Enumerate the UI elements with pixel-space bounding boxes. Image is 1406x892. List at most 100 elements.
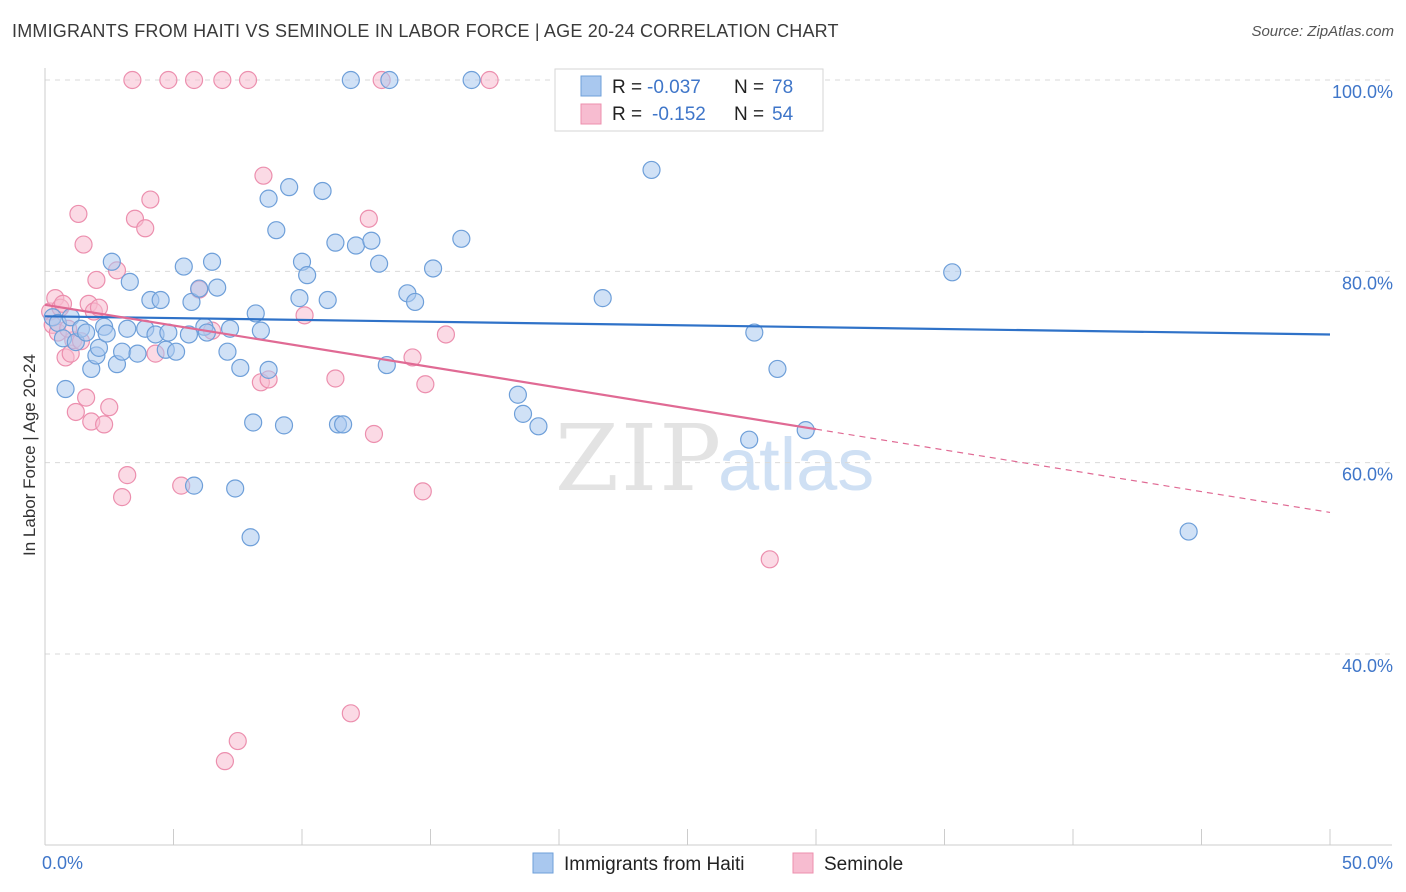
source-label: Source: ZipAtlas.com xyxy=(1251,23,1394,40)
haiti-point xyxy=(267,221,286,240)
seminole-point xyxy=(159,70,178,90)
haiti-point xyxy=(112,342,132,361)
haiti-point xyxy=(370,254,389,273)
haiti-point xyxy=(318,290,337,310)
haiti-point xyxy=(462,70,481,90)
legend-n-value-haiti: 78 xyxy=(772,77,793,98)
seminole-point xyxy=(326,369,345,388)
haiti-point xyxy=(174,257,193,276)
haiti-point xyxy=(513,404,533,423)
legend-r-value-haiti: -0.037 xyxy=(647,77,701,98)
legend-swatch-seminole xyxy=(580,103,602,125)
bottom-legend-swatch-seminole xyxy=(792,852,814,874)
legend-n-label-seminole: N = xyxy=(734,104,764,125)
y-tick-label: 80.0% xyxy=(1342,273,1393,293)
seminole-point xyxy=(215,752,234,771)
seminole-point xyxy=(123,70,142,90)
haiti-point xyxy=(151,290,170,310)
y-tick-label: 40.0% xyxy=(1342,656,1393,676)
haiti-point xyxy=(259,189,278,208)
haiti-point xyxy=(290,289,309,308)
haiti-point xyxy=(244,413,263,432)
haiti-point xyxy=(218,342,237,361)
haiti-point xyxy=(326,233,345,252)
haiti-point xyxy=(313,181,332,201)
watermark-zip: ZIP xyxy=(555,405,723,512)
haiti-point xyxy=(89,338,109,357)
haiti-point xyxy=(190,279,209,298)
haiti-point xyxy=(280,178,299,197)
haiti-trend-line xyxy=(44,315,1331,336)
haiti-point xyxy=(208,278,227,297)
series-legend: Immigrants from Haiti Seminole xyxy=(532,852,903,875)
bottom-legend-label-haiti: Immigrants from Haiti xyxy=(564,854,745,875)
seminole-point xyxy=(228,731,247,751)
haiti-point xyxy=(642,160,661,180)
bottom-legend-label-seminole: Seminole xyxy=(824,854,903,875)
haiti-point xyxy=(768,359,787,379)
haiti-point xyxy=(251,321,270,340)
x-tick-label-max: 50.0% xyxy=(1342,853,1393,873)
haiti-point xyxy=(202,252,222,271)
seminole-point xyxy=(416,375,435,394)
haiti-point xyxy=(184,476,204,495)
y-tick-label: 100.0% xyxy=(1332,82,1393,102)
bottom-legend-swatch-haiti xyxy=(532,852,554,874)
axes xyxy=(44,68,1392,846)
seminole-point xyxy=(69,204,88,224)
seminole-point xyxy=(112,488,132,507)
seminole-point xyxy=(480,70,499,90)
haiti-point xyxy=(796,421,815,440)
stats-legend: R = -0.037 N = 78 R = -0.152 N = 54 xyxy=(554,68,824,132)
chart-title: IMMIGRANTS FROM HAITI VS SEMINOLE IN LAB… xyxy=(12,21,839,41)
haiti-point xyxy=(182,292,201,312)
legend-swatch-haiti xyxy=(580,75,602,97)
haiti-point xyxy=(179,325,199,344)
haiti-points xyxy=(43,70,1198,547)
legend-n-label-haiti: N = xyxy=(734,77,764,98)
seminole-point xyxy=(213,70,232,90)
y-tick-label: 60.0% xyxy=(1342,465,1393,485)
haiti-point xyxy=(745,323,764,342)
haiti-point xyxy=(346,236,366,255)
haiti-point xyxy=(246,304,265,323)
haiti-point xyxy=(529,417,548,436)
haiti-point xyxy=(362,231,381,250)
trend-lines xyxy=(44,303,1331,514)
seminole-point xyxy=(413,482,432,501)
haiti-point xyxy=(341,70,360,90)
seminole-point xyxy=(364,424,384,444)
haiti-point xyxy=(1179,522,1198,541)
seminole-point xyxy=(295,306,314,325)
seminole-point xyxy=(359,209,378,228)
seminole-point xyxy=(100,398,119,417)
seminole-point xyxy=(141,190,160,209)
haiti-point xyxy=(298,266,317,285)
haiti-point xyxy=(118,319,137,338)
seminole-point xyxy=(95,415,114,434)
haiti-point xyxy=(943,263,962,282)
haiti-point xyxy=(259,360,278,379)
haiti-point xyxy=(77,323,96,342)
seminole-point xyxy=(74,235,93,254)
x-tick-labels: 0.0% 50.0% xyxy=(42,853,1393,873)
legend-r-label-haiti: R = xyxy=(612,77,642,98)
haiti-point xyxy=(56,379,75,399)
haiti-point xyxy=(97,324,116,343)
haiti-point xyxy=(452,229,471,248)
seminole-trend-extension xyxy=(815,428,1331,514)
seminole-point xyxy=(136,219,155,238)
y-tick-labels: 40.0% 60.0% 80.0% 100.0% xyxy=(1332,82,1393,676)
haiti-point xyxy=(274,416,294,435)
haiti-point xyxy=(593,289,612,308)
seminole-point xyxy=(77,388,96,407)
haiti-point xyxy=(166,342,186,361)
haiti-point xyxy=(226,479,245,498)
haiti-point xyxy=(241,528,260,547)
seminole-point xyxy=(436,325,456,344)
seminole-point xyxy=(238,70,258,90)
haiti-point xyxy=(380,70,399,90)
x-tick-label-min: 0.0% xyxy=(42,853,83,873)
seminole-point xyxy=(254,166,273,185)
